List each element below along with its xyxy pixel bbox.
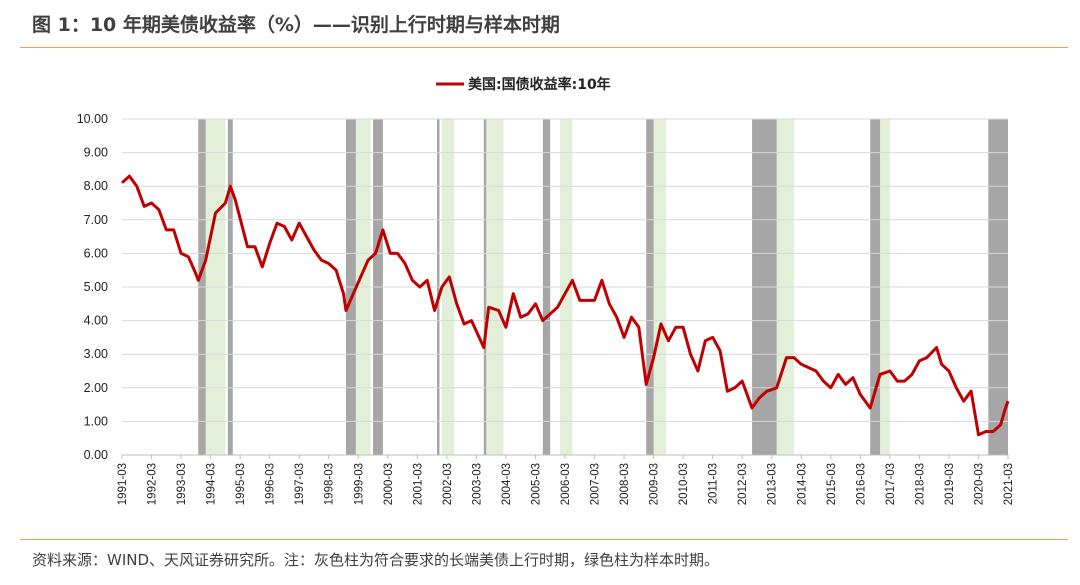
y-tick-label: 10.00: [77, 112, 108, 126]
y-tick-label: 2.00: [84, 381, 108, 395]
figure-title: 图 1：10 年期美债收益率（%）——识别上行时期与样本时期: [32, 14, 560, 36]
title-rule: [20, 47, 1068, 48]
y-tick-label: 4.00: [84, 314, 108, 328]
x-tick-label: 2004-03: [501, 463, 513, 505]
x-tick-label: 1999-03: [353, 463, 365, 505]
x-tick-label: 2009-03: [649, 463, 661, 505]
x-tick-label: 1992-03: [147, 463, 159, 505]
y-tick-label: 1.00: [84, 414, 108, 428]
x-tick-label: 1998-03: [324, 463, 336, 505]
x-tick-label: 2005-03: [530, 463, 542, 505]
y-tick-label: 8.00: [84, 179, 108, 193]
x-tick-label: 2003-03: [471, 463, 483, 505]
y-tick-label: 6.00: [84, 246, 108, 260]
x-tick-label: 2014-03: [796, 463, 808, 505]
x-tick-label: 2007-03: [590, 463, 602, 505]
x-tick-label: 1994-03: [206, 463, 218, 505]
series-line-0: [120, 174, 1010, 437]
y-tick-label: 9.00: [84, 146, 108, 160]
x-tick-label: 2020-03: [973, 463, 985, 505]
source-note: 资料来源：WIND、天风证券研究所。注：灰色柱为符合要求的长端美债上行时期，绿色…: [32, 551, 720, 569]
x-tick-label: 1993-03: [176, 463, 188, 505]
x-tick-label: 2006-03: [560, 463, 572, 505]
x-axis: 1991-03 1992-03 1993-03 1994-03 1995-03 1996-…: [117, 454, 1015, 505]
y-tick-label: 3.00: [84, 347, 108, 361]
legend-label-series: 美国:国债收益率:10年: [468, 76, 611, 93]
x-tick-label: 2018-03: [914, 463, 926, 505]
legend: 美国:国债收益率:10年: [436, 76, 611, 93]
series-group: [120, 174, 1010, 437]
x-tick-label: 2010-03: [678, 463, 690, 505]
x-tick-label: 2000-03: [383, 463, 395, 505]
source-rule: [20, 539, 1068, 540]
x-tick-label: 2011-03: [708, 463, 720, 504]
x-tick-label: 2021-03: [1003, 463, 1015, 505]
x-tick-label: 1995-03: [235, 463, 247, 505]
x-tick-label: 2002-03: [442, 463, 454, 505]
x-tick-label: 1997-03: [294, 463, 306, 505]
x-tick-label: 2015-03: [826, 463, 838, 505]
x-tick-label: 2001-03: [412, 463, 424, 505]
y-tick-label: 7.00: [84, 213, 108, 227]
x-tick-label: 2017-03: [885, 463, 897, 505]
x-tick-label: 1996-03: [265, 463, 277, 505]
y-tick-label: 5.00: [84, 280, 108, 294]
x-tick-label: 2016-03: [855, 463, 867, 505]
x-tick-label: 2008-03: [619, 463, 631, 505]
y-axis: 0.00 1.00 2.00 3.00 4.00 5.00 6.00 7.00 8.00 9.00…: [77, 112, 108, 462]
x-tick-label: 2012-03: [737, 463, 749, 505]
y-tick-label: 0.00: [84, 448, 108, 462]
x-tick-label: 2013-03: [767, 463, 779, 505]
x-tick-label: 1991-03: [117, 463, 129, 505]
x-tick-label: 2019-03: [944, 463, 956, 505]
